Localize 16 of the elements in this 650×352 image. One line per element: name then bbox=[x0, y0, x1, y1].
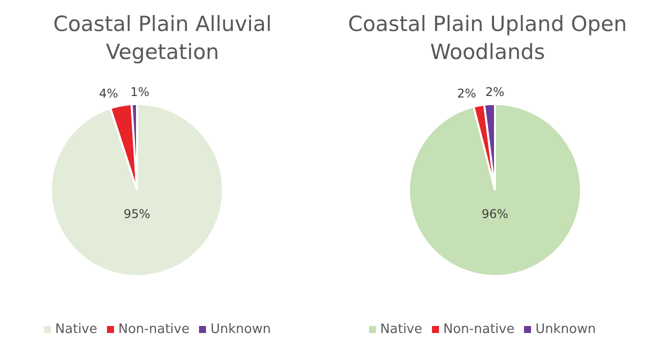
data-label: 1% bbox=[130, 85, 150, 100]
data-label: 2% bbox=[485, 85, 504, 100]
data-label: 95% bbox=[124, 207, 150, 222]
chart-title: Coastal Plain Alluvial Vegetation bbox=[52, 11, 273, 66]
data-label: 2% bbox=[457, 86, 476, 101]
pie-slice bbox=[50, 103, 224, 277]
data-label: 96% bbox=[482, 207, 508, 222]
legend-label: Unknown bbox=[210, 322, 271, 337]
legend-label: Non-native bbox=[118, 322, 190, 337]
chart-title: Coastal Plain Upland Open Woodlands bbox=[347, 11, 628, 66]
legend-label: Native bbox=[380, 322, 422, 337]
legend-label: Non-native bbox=[443, 322, 514, 337]
legend-label: Native bbox=[55, 322, 98, 337]
pie-slice bbox=[408, 103, 582, 277]
data-label: 4% bbox=[99, 86, 118, 101]
legend-label: Unknown bbox=[535, 322, 596, 337]
